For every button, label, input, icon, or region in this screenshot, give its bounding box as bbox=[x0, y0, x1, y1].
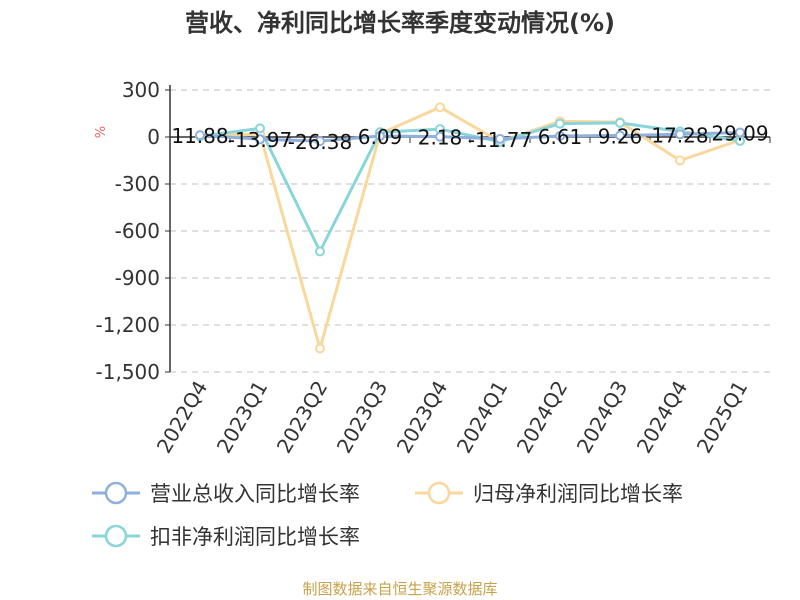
x-tick-label: 2024Q4 bbox=[632, 377, 692, 458]
data-point[interactable] bbox=[195, 130, 205, 141]
series-line-2 bbox=[199, 121, 741, 253]
data-label: 11.88 bbox=[171, 124, 228, 148]
y-axis-unit-label: % bbox=[94, 126, 109, 138]
data-point[interactable] bbox=[675, 155, 685, 166]
data-point[interactable] bbox=[615, 117, 625, 128]
x-tick-label: 2023Q2 bbox=[272, 377, 332, 458]
data-point[interactable] bbox=[615, 130, 625, 141]
data-point[interactable] bbox=[255, 134, 265, 145]
x-tick-label: 2024Q2 bbox=[512, 377, 572, 458]
legend-marker bbox=[104, 524, 128, 548]
legend-label: 营业总收入同比增长率 bbox=[150, 482, 360, 506]
data-point[interactable] bbox=[675, 129, 685, 140]
legend-label: 归母净利润同比增长率 bbox=[473, 482, 683, 506]
data-labels: 11.88 -13.97-26.38 6.09 2.18 -11.77 6.61 9.26 1… bbox=[171, 121, 768, 154]
data-point[interactable] bbox=[435, 102, 445, 113]
series-line-1 bbox=[199, 105, 741, 350]
x-tick-label: 2023Q4 bbox=[392, 377, 452, 458]
y-tick-label: 300 bbox=[122, 78, 160, 102]
data-label: 6.09 bbox=[358, 125, 403, 149]
data-point[interactable] bbox=[735, 127, 745, 138]
series-lines bbox=[199, 105, 741, 350]
legend-label: 扣非净利润同比增长率 bbox=[150, 525, 360, 549]
data-label: 9.26 bbox=[598, 125, 643, 149]
data-label: 2.18 bbox=[418, 126, 463, 150]
data-point[interactable] bbox=[375, 131, 385, 142]
y-tick-label: -900 bbox=[115, 266, 160, 290]
data-label: 17.28 bbox=[651, 123, 708, 147]
x-axis-ticks: 2022Q4 2023Q1 2023Q2 2023Q3 2023Q4 2024Q1 2024… bbox=[152, 377, 752, 458]
x-tick-label: 2023Q1 bbox=[212, 377, 272, 458]
data-point[interactable] bbox=[315, 136, 325, 147]
data-label: -13.97 bbox=[228, 128, 292, 152]
data-label: -26.38 bbox=[288, 130, 352, 154]
x-tick-label: 2024Q1 bbox=[452, 377, 512, 458]
data-point[interactable] bbox=[555, 130, 565, 141]
data-point[interactable] bbox=[315, 246, 325, 257]
y-tick-label: 0 bbox=[147, 125, 160, 149]
data-label: -11.77 bbox=[468, 128, 532, 152]
data-point[interactable] bbox=[495, 133, 505, 144]
data-label: 6.61 bbox=[538, 125, 583, 149]
legend-item[interactable]: 归母净利润同比增长率 bbox=[415, 481, 683, 506]
data-point[interactable] bbox=[315, 343, 325, 354]
gridlines bbox=[170, 89, 770, 373]
y-axis-ticks: 300 0 -300 -600 -900 -1,200 -1,500 bbox=[96, 78, 170, 384]
source-note: 制图数据来自恒生聚源数据库 bbox=[302, 580, 497, 598]
data-point[interactable] bbox=[435, 131, 445, 142]
x-tick-label: 2023Q3 bbox=[332, 377, 392, 458]
x-tick-label: 2022Q4 bbox=[152, 377, 212, 458]
y-tick-label: -600 bbox=[115, 219, 160, 243]
series-points bbox=[195, 102, 745, 354]
data-label: 29.09 bbox=[711, 121, 768, 145]
y-tick-label: -1,200 bbox=[96, 313, 160, 337]
data-point[interactable] bbox=[255, 123, 265, 134]
series-line-0 bbox=[199, 130, 741, 143]
y-tick-label: -1,500 bbox=[96, 360, 160, 384]
x-tick-label: 2024Q3 bbox=[572, 377, 632, 458]
legend-item[interactable]: 营业总收入同比增长率 bbox=[92, 481, 360, 506]
legend-marker bbox=[104, 481, 128, 505]
y-tick-label: -300 bbox=[115, 172, 160, 196]
chart-title: 营收、净利同比增长率季度变动情况(%) bbox=[185, 9, 615, 37]
data-point[interactable] bbox=[555, 118, 565, 129]
legend-item[interactable]: 扣非净利润同比增长率 bbox=[92, 524, 360, 549]
x-tick-label: 2025Q1 bbox=[692, 377, 752, 458]
legend-marker bbox=[427, 481, 451, 505]
